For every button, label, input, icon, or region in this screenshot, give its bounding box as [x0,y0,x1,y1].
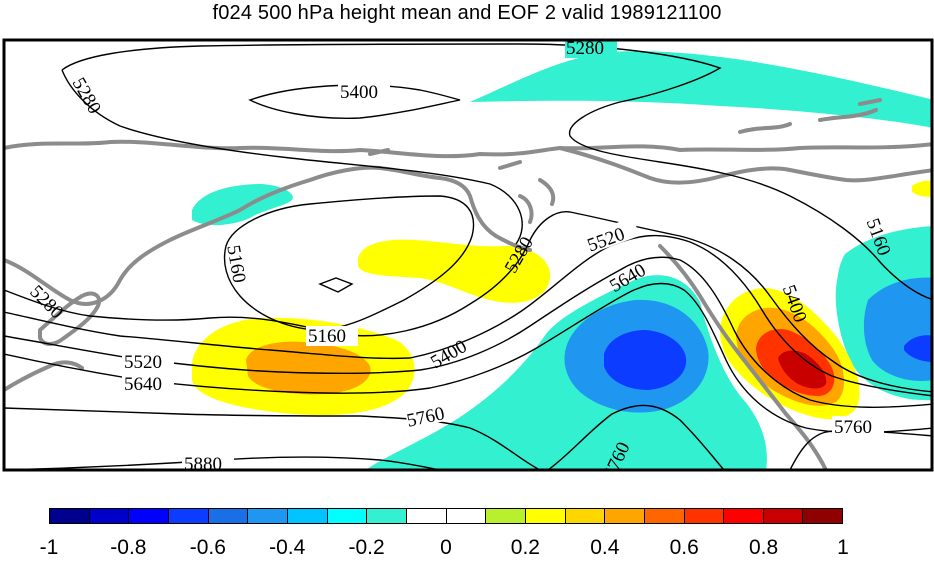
contour-label: 5640 [124,374,162,395]
contour-label: 5520 [585,224,628,257]
colorbar-tick-label: -0.6 [189,536,226,559]
map-frame [2,38,934,472]
contour-5640 [4,282,932,434]
eof-yellow-center [358,239,551,303]
contour-label: 5760 [834,417,872,438]
colorbar-tick-label: 0.8 [748,536,779,559]
coastlines [4,98,932,470]
contour-5280-northwest [61,69,523,245]
coastline-china [4,360,84,392]
colorbar-segment [327,509,368,523]
coastline-alaska [558,146,932,185]
eof-orange-west [246,341,371,395]
colorbar-segment [763,509,804,523]
contour-label: 5400 [340,82,378,103]
colorbar-segment [248,509,288,523]
colorbar-tick-label: 0.6 [669,536,699,559]
contour-label: 5280 [566,38,604,59]
colorbar-segment [803,509,843,523]
colorbar-tick-label: 0 [440,536,452,559]
coastline-islands [368,98,882,170]
colorbar-tick-label: 0.2 [510,536,540,559]
eof-teal-north [470,51,932,128]
contour-label: 5160 [308,326,346,347]
colorbar-segment [525,509,566,523]
height-contours [4,43,932,470]
colorbar-segment [50,509,90,523]
eof-blue-mid-core [604,330,687,390]
colorbar-segment [486,509,526,523]
coastline-bering [518,178,556,224]
contour-5400-west [4,234,932,397]
contour-5280-west [4,211,932,393]
contour-5880 [4,456,441,470]
coastline-asia-east [4,165,532,306]
colorbar-segment [367,509,407,523]
colorbar-segment [89,509,130,523]
colorbar-tick-label: -0.4 [269,536,306,559]
contour-label: 5760 [405,403,447,431]
coastline-na-west [658,244,828,470]
colorbar-segment [684,509,725,523]
colorbar-tick-label: -1 [39,536,59,559]
colorbar [49,508,843,524]
contour-5160-small [318,277,354,293]
eof-shading [192,51,932,470]
colorbar-segment [168,509,209,523]
contour-5160-center [223,195,475,331]
contour-label: 5280 [25,281,67,323]
colorbar-segment [605,509,645,523]
colorbar-segment [406,509,447,523]
colorbar-tick-label: 1 [837,536,849,559]
contour-5400-ellipse [248,84,461,119]
contour-label: 5520 [124,352,162,373]
contour-label: 5280 [68,74,105,117]
contour-5760 [4,404,932,470]
eof-darkred-east [778,350,827,389]
eof-yellow-east-edge [912,180,932,197]
colorbar-segment [724,509,764,523]
colorbar-segment [644,509,685,523]
contour-5520 [4,256,932,408]
colorbar-segment [208,509,249,523]
colorbar-segment [565,509,606,523]
colorbar-tick-label: -0.8 [110,536,147,559]
colorbar-tick-label: 0.4 [590,536,620,559]
eof-blue-east-core [904,335,932,362]
colorbar-segment [446,509,487,523]
page-title: f024 500 hPa height mean and EOF 2 valid… [212,2,722,24]
contour-5280-north [61,43,932,301]
colorbar-segment [287,509,328,523]
coastline-north [4,139,932,159]
contour-label: 5160 [222,243,249,284]
coastline-japan [38,291,101,346]
contour-label: 5880 [184,454,222,475]
colorbar-segment [129,509,169,523]
colorbar-tick-label: -0.2 [348,536,385,559]
